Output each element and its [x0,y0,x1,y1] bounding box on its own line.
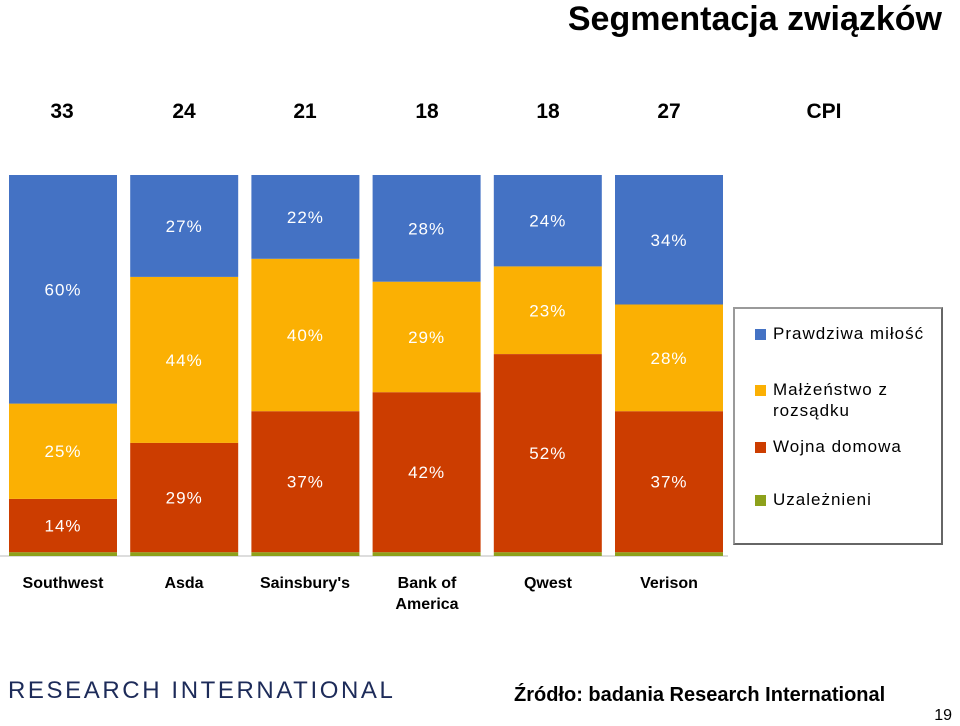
page-number: 19 [934,707,952,724]
chart-legend: Prawdziwa miłość Małżeństwo z rozsądku W… [733,307,943,545]
data-label: 22% [287,208,324,227]
bar-segment-prawdziwa-miłość-5 [615,175,723,305]
category-label: Sainsbury's [259,575,351,592]
data-label: 25% [44,442,81,461]
bar-segment-wojna-domowa-5 [615,411,723,553]
bar-segment-uzależnieni-0 [9,552,117,556]
bar-segment-małżeństwo-z-rozsądku-4 [493,266,602,354]
data-label: 28% [650,349,687,368]
bar-segment-uzależnieni-4 [493,552,602,556]
cpi-label: CPI [806,100,842,123]
bar-segment-prawdziwa-miłość-3 [372,175,481,282]
cpi-value: 27 [657,100,681,123]
legend-swatch [755,442,766,453]
category-label: Asda [164,575,204,592]
bar-segment-prawdziwa-miłość-4 [493,175,602,267]
legend-swatch [755,329,766,340]
data-label: 28% [408,219,445,238]
bar-segment-uzależnieni-5 [615,552,723,556]
bar-segment-prawdziwa-miłość-0 [9,175,117,404]
bar-segment-wojna-domowa-3 [372,392,481,553]
category-label: Bank of America [395,575,459,613]
bar-segment-uzależnieni-2 [251,552,360,556]
category-label: Southwest [22,575,104,592]
bar-segment-uzależnieni-3 [372,552,481,556]
category-label: Qwest [523,575,572,592]
cpi-value: 33 [50,100,74,123]
data-label: 23% [529,301,566,320]
cpi-value: 18 [415,100,439,123]
data-label: 60% [44,280,81,299]
legend-swatch [755,385,766,396]
bar-segment-wojna-domowa-1 [130,442,239,553]
data-label: 27% [166,217,203,236]
data-label: 42% [408,463,445,482]
data-label: 34% [650,231,687,250]
legend-label: Uzależnieni [773,490,872,509]
bar-segment-uzależnieni-1 [130,552,239,556]
legend-label: Małżeństwo z rozsądku [773,380,888,420]
data-label: 29% [166,489,203,508]
bar-segment-małżeństwo-z-rozsądku-2 [251,258,360,412]
page-title: Segmentacja związków [567,0,942,38]
bar-segment-wojna-domowa-0 [9,498,117,553]
data-label: 14% [44,517,81,536]
bar-segment-małżeństwo-z-rozsądku-5 [615,304,723,412]
source-note: Źródło: badania Research International [514,684,886,706]
legend-swatch [755,495,766,506]
bar-segment-prawdziwa-miłość-2 [251,175,360,259]
legend-label: Wojna domowa [773,437,902,456]
cpi-value: 18 [536,100,560,123]
bar-segment-małżeństwo-z-rozsądku-1 [130,276,239,443]
bar-segment-prawdziwa-miłość-1 [130,175,239,277]
data-label: 37% [650,473,687,492]
legend-label: Prawdziwa miłość [773,324,925,343]
data-label: 37% [287,473,324,492]
bar-segment-wojna-domowa-2 [251,411,360,553]
cpi-value: 21 [293,100,317,123]
research-international-logo: RESEARCH INTERNATIONAL [8,677,396,704]
category-label: Verison [640,575,698,592]
bar-segment-małżeństwo-z-rozsądku-3 [372,281,481,393]
data-label: 40% [287,326,324,345]
data-label: 29% [408,328,445,347]
data-label: 44% [166,351,203,370]
data-label: 52% [529,444,566,463]
bar-segment-małżeństwo-z-rozsądku-0 [9,403,117,499]
cpi-value: 24 [172,100,196,123]
data-label: 24% [529,212,566,231]
bar-segment-wojna-domowa-4 [493,354,602,553]
